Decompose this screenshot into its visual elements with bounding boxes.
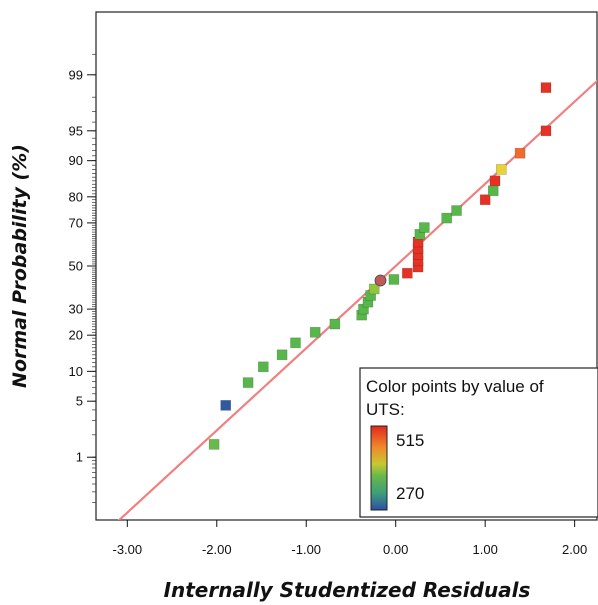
data-point [489, 175, 501, 187]
x-tick-label: -2.00 [202, 542, 232, 557]
legend-max-label: 515 [396, 431, 424, 450]
x-axis-label: Internally Studentized Residuals [164, 578, 531, 602]
legend-min-label: 270 [396, 484, 424, 503]
data-point [441, 212, 453, 224]
y-tick-label: 90 [69, 153, 83, 168]
data-point [388, 274, 400, 285]
reference-line [117, 79, 597, 520]
x-tick-label: -3.00 [112, 542, 142, 557]
x-tick-label: 1.00 [473, 542, 498, 557]
data-point [257, 361, 269, 373]
y-tick-label: 1 [76, 450, 83, 465]
data-point [290, 337, 301, 349]
data-point [540, 82, 552, 93]
y-tick-label: 99 [69, 67, 83, 82]
data-point [368, 283, 380, 295]
y-tick-label: 20 [69, 328, 83, 343]
legend-title-line2: UTS: [366, 400, 405, 419]
data-point [220, 400, 232, 411]
data-point [419, 222, 430, 233]
y-tick-label: 80 [69, 189, 83, 204]
y-tick-label: 10 [69, 364, 83, 379]
data-point [276, 349, 288, 361]
y-tick-label: 30 [69, 302, 83, 317]
legend-color-bar [370, 425, 388, 511]
y-tick-label: 95 [69, 123, 83, 138]
data-point [495, 164, 507, 175]
x-tick-label: 0.00 [383, 542, 408, 557]
legend-title-line1: Color points by value of [366, 377, 544, 396]
data-point [487, 185, 499, 197]
data-point [309, 326, 321, 338]
data-point [208, 439, 220, 450]
y-tick-label: 70 [69, 215, 83, 230]
data-point [402, 267, 413, 279]
data-point [479, 194, 491, 206]
x-tick-label: 2.00 [562, 542, 587, 557]
data-point [540, 125, 552, 137]
data-point [451, 205, 462, 216]
y-axis-label: Normal Probability (%) [9, 144, 31, 388]
y-tick-label: 5 [76, 394, 83, 409]
y-tick-label: 50 [69, 259, 83, 274]
data-point [242, 377, 254, 388]
data-point [329, 318, 341, 330]
legend-box: Color points by value of UTS: 515 270 [359, 367, 598, 518]
x-tick-label: -1.00 [291, 542, 321, 557]
data-point [514, 147, 526, 159]
data-point [374, 274, 387, 287]
